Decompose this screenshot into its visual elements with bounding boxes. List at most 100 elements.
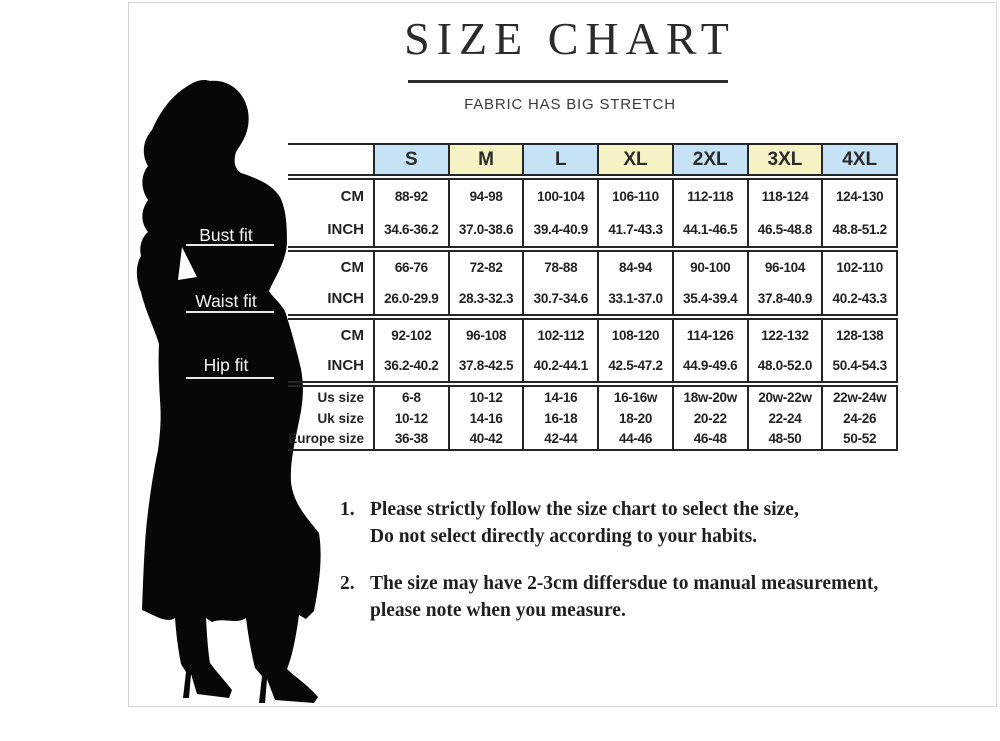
size-cell: 96-104 <box>764 260 806 275</box>
size-cell: 88-92 <box>394 189 428 204</box>
table-block-waist: CM INCH 66-76 26.0-29.9 72-82 28.3-32.3 78-88 3… <box>288 250 899 316</box>
size-header-4xl: 4XL <box>821 145 899 174</box>
size-cell: 20-22 <box>693 410 727 426</box>
size-cell: 42.5-47.2 <box>608 358 663 374</box>
size-cell: 102-112 <box>537 327 585 343</box>
size-column-2xl: 114-126 44.9-49.6 <box>671 320 747 381</box>
size-cell: 44.9-49.6 <box>683 358 738 374</box>
page-title: SIZE CHART <box>404 13 736 64</box>
size-column-s: 88-92 34.6-36.2 <box>373 180 448 246</box>
size-cell: 33.1-37.0 <box>608 291 663 306</box>
size-cell: 18-20 <box>619 410 653 426</box>
size-cell: 22-24 <box>768 410 802 426</box>
size-cell: 37.0-38.6 <box>458 222 514 237</box>
size-cell: 28.3-32.3 <box>458 291 514 306</box>
size-cell: 22w-24w <box>832 389 887 405</box>
size-cell: 96-108 <box>465 327 507 343</box>
figure-label-hip: Hip fit <box>203 355 249 375</box>
row-label: INCH <box>327 357 364 375</box>
row-label: Europe size <box>288 431 364 447</box>
size-column-4xl: 102-110 40.2-43.3 <box>821 252 899 314</box>
size-column-s: 6-8 10-12 36-38 <box>373 387 448 449</box>
row-label-column: Us size Uk size Europe size <box>288 387 373 449</box>
size-cell: 90-100 <box>690 260 731 275</box>
size-header-2xl: 2XL <box>671 145 747 174</box>
size-cell: 36.2-40.2 <box>384 358 439 374</box>
note-number: 1. <box>340 499 355 520</box>
table-block-conversion: Us size Uk size Europe size 6-8 10-12 36-38 10… <box>288 385 899 451</box>
size-cell: 128-138 <box>835 327 884 343</box>
size-cell: 20w-22w <box>758 389 812 405</box>
note-line: The size may have 2-3cm differsdue to ma… <box>370 573 879 594</box>
size-cell: 92-102 <box>391 327 432 343</box>
row-label: CM <box>340 259 364 276</box>
size-cell: 66-76 <box>394 260 428 275</box>
row-label: Uk size <box>317 410 364 426</box>
note-line: please note when you measure. <box>370 600 626 621</box>
size-cell: 26.0-29.9 <box>384 291 439 306</box>
note-number: 2. <box>340 573 355 594</box>
size-cell: 30.7-34.6 <box>533 291 589 306</box>
note-line: Please strictly follow the size chart to… <box>370 499 799 520</box>
size-table: S M L XL 2XL 3XL 4XL CM INCH 88-92 34.6-36.2 94-98… <box>288 143 899 451</box>
size-column-4xl: 22w-24w 24-26 50-52 <box>821 387 899 449</box>
size-cell: 40.2-44.1 <box>533 358 589 374</box>
row-label-column: CM INCH <box>288 252 373 314</box>
size-cell: 16-16w <box>613 389 658 405</box>
size-cell: 16-18 <box>544 410 578 426</box>
size-cell: 114-126 <box>686 327 734 343</box>
size-column-xl: 108-120 42.5-47.2 <box>597 320 672 381</box>
woman-silhouette <box>136 79 321 703</box>
size-cell: 122-132 <box>761 327 809 343</box>
size-column-l: 102-112 40.2-44.1 <box>522 320 597 381</box>
figure-label-bust: Bust fit <box>199 225 253 245</box>
size-cell: 39.4-40.9 <box>533 222 589 237</box>
figure-underline-hip <box>186 377 274 379</box>
size-cell: 108-120 <box>611 327 660 343</box>
size-cell: 10-12 <box>394 410 428 426</box>
size-column-3xl: 118-124 46.5-48.8 <box>746 180 822 246</box>
size-cell: 48.8-51.2 <box>832 222 887 237</box>
size-cell: 106-110 <box>612 189 659 204</box>
size-cell: 36-38 <box>394 431 428 447</box>
size-cell: 14-16 <box>469 410 503 426</box>
note-item: 1. Please strictly follow the size chart… <box>340 496 799 550</box>
note-item: 2. The size may have 2-3cm differsdue to… <box>340 570 878 624</box>
figure-label-waist: Waist fit <box>195 291 257 311</box>
size-cell: 24-26 <box>843 410 877 426</box>
size-cell: 48-50 <box>768 431 802 447</box>
size-cell: 84-94 <box>619 260 653 275</box>
size-column-l: 14-16 16-18 42-44 <box>522 387 597 449</box>
size-header-m: M <box>447 145 523 174</box>
size-column-3xl: 20w-22w 22-24 48-50 <box>746 387 822 449</box>
size-column-s: 92-102 36.2-40.2 <box>373 320 448 381</box>
size-cell: 18w-20w <box>683 389 738 405</box>
size-cell: 48.0-52.0 <box>757 358 813 374</box>
size-column-xl: 84-94 33.1-37.0 <box>597 252 672 314</box>
size-header-xl: XL <box>597 145 672 174</box>
size-column-xl: 16-16w 18-20 44-46 <box>597 387 672 449</box>
size-cell: 34.6-36.2 <box>384 222 439 237</box>
size-column-4xl: 124-130 48.8-51.2 <box>821 180 899 246</box>
size-cell: 35.4-39.4 <box>683 291 738 306</box>
size-cell: 40-42 <box>469 431 503 447</box>
table-block-hip: CM INCH 92-102 36.2-40.2 96-108 37.8-42.5 102-… <box>288 318 899 383</box>
size-cell: 10-12 <box>469 389 503 405</box>
size-cell: 78-88 <box>544 260 578 275</box>
figure-underline-waist <box>186 311 274 313</box>
size-column-m: 72-82 28.3-32.3 <box>447 252 523 314</box>
size-cell: 42-44 <box>544 431 578 447</box>
size-cell: 44.1-46.5 <box>683 222 738 237</box>
size-cell: 100-104 <box>537 189 585 204</box>
size-column-l: 100-104 39.4-40.9 <box>522 180 597 246</box>
size-column-3xl: 122-132 48.0-52.0 <box>746 320 822 381</box>
subtitle: FABRIC HAS BIG STRETCH <box>464 96 676 113</box>
row-label-column: CM INCH <box>288 320 373 381</box>
size-table-blocks: CM INCH 88-92 34.6-36.2 94-98 37.0-38.6 100-10… <box>288 178 899 451</box>
size-cell: 37.8-42.5 <box>458 358 514 374</box>
figure-underline-bust <box>186 244 274 246</box>
size-column-xl: 106-110 41.7-43.3 <box>597 180 672 246</box>
size-cell: 118-124 <box>761 189 809 204</box>
size-cell: 124-130 <box>835 189 884 204</box>
